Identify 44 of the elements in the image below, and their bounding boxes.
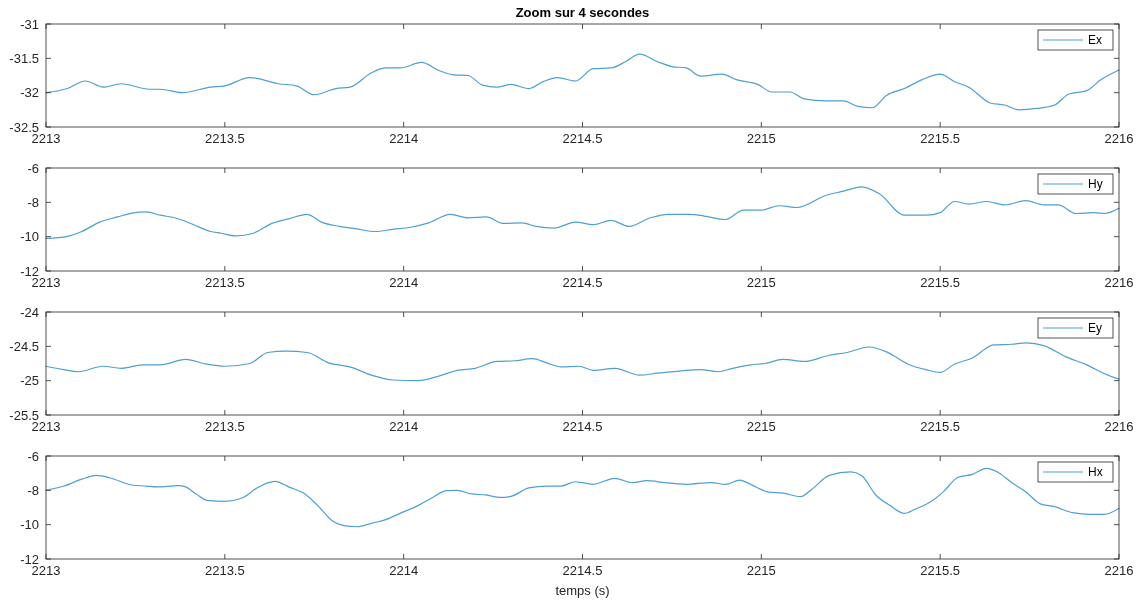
x-tick-label: 2216: [1104, 131, 1134, 146]
legend-label: Ey: [1088, 321, 1103, 336]
y-tick-label: -10: [20, 517, 39, 533]
y-tick-label: -25: [20, 373, 39, 389]
x-tick-label: 2213.5: [204, 563, 245, 578]
y-tick-label: -24.5: [9, 338, 39, 354]
x-tick-label: 2213.5: [204, 275, 245, 290]
line-series: [45, 467, 1120, 528]
x-tick-label: 2214.5: [562, 563, 603, 578]
y-tick-label: -8: [27, 194, 39, 210]
x-tick-label: 2215.5: [920, 131, 961, 146]
x-tick-label: 2215.5: [920, 419, 961, 434]
x-tick-label: 2214: [389, 131, 419, 146]
x-tick-label: 2214.5: [562, 131, 603, 146]
y-tick-label: -31.5: [9, 50, 39, 66]
y-tick-label: -6: [27, 448, 39, 464]
y-tick-label: -31: [20, 16, 39, 32]
x-tick-label: 2214.5: [562, 419, 603, 434]
x-tick-label: 2215: [746, 419, 776, 434]
x-tick-label: 2215: [746, 275, 776, 290]
x-tick-label: 2213.5: [204, 131, 245, 146]
x-tick-label: 2215: [746, 563, 776, 578]
x-tick-label: 2214: [389, 275, 419, 290]
y-tick-label: -8: [27, 482, 39, 498]
x-tick-label: 2215.5: [920, 563, 961, 578]
y-tick-label: -32: [20, 85, 39, 101]
x-axis-title: temps (s): [555, 583, 610, 598]
legend-label: Ex: [1088, 33, 1103, 48]
x-tick-label: 2216: [1104, 419, 1134, 434]
x-tick-label: 2213.5: [204, 419, 245, 434]
x-tick-label: 2214.5: [562, 275, 603, 290]
chart-title: Zoom sur 4 secondes: [515, 5, 650, 20]
legend-label: Hy: [1088, 177, 1103, 192]
line-series: [45, 342, 1120, 382]
legend-label: Hx: [1088, 465, 1103, 480]
y-tick-label: -24: [20, 304, 39, 320]
x-tick-label: 2215.5: [920, 275, 961, 290]
x-tick-label: 2216: [1104, 275, 1134, 290]
x-tick-label: 2215: [746, 131, 776, 146]
y-tick-label: -6: [27, 160, 39, 176]
x-tick-label: 2214: [389, 419, 419, 434]
y-tick-label: -10: [20, 229, 39, 245]
x-tick-label: 2214: [389, 563, 419, 578]
x-tick-label: 2216: [1104, 563, 1134, 578]
